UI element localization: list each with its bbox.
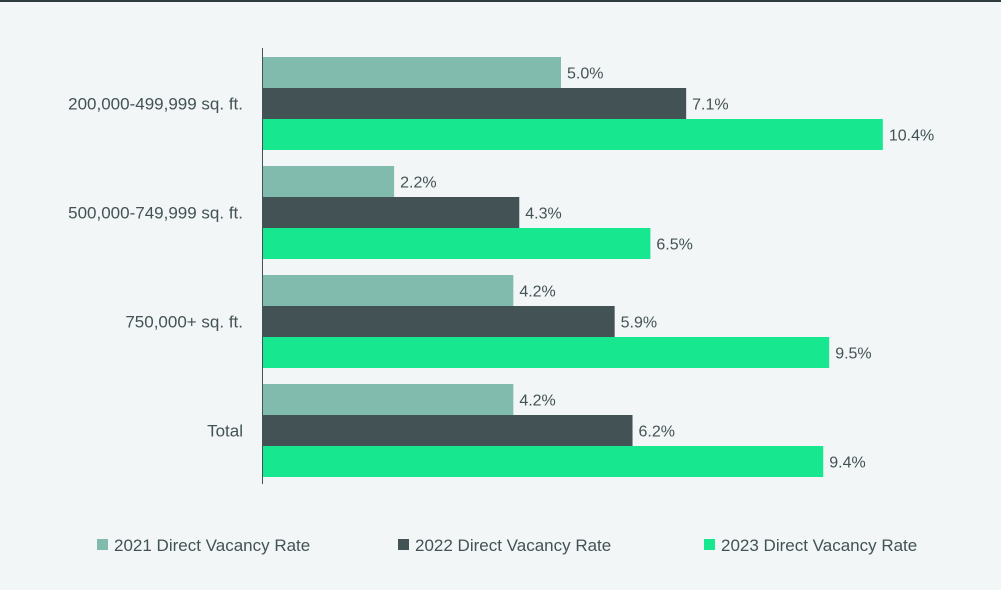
bar-group: 4.2% 5.9% 9.5% 750,000+ sq. ft.: [125, 275, 872, 368]
category-label: 500,000-749,999 sq. ft.: [68, 204, 243, 223]
legend-label: 2021 Direct Vacancy Rate: [114, 536, 310, 555]
legend-swatch: [398, 539, 409, 550]
bar: [263, 88, 687, 119]
category-label: 750,000+ sq. ft.: [125, 313, 243, 332]
legend-item: 2021 Direct Vacancy Rate: [97, 536, 310, 555]
bar-group: 4.2% 6.2% 9.4% Total: [207, 384, 866, 477]
category-label: 200,000-499,999 sq. ft.: [68, 95, 243, 114]
legend-swatch: [704, 539, 715, 550]
data-label: 9.5%: [835, 346, 871, 363]
bar: [263, 415, 633, 446]
data-label: 9.4%: [829, 455, 865, 472]
data-label: 4.2%: [519, 284, 555, 301]
legend-item: 2022 Direct Vacancy Rate: [398, 536, 611, 555]
data-label: 6.2%: [639, 424, 675, 441]
legend: 2021 Direct Vacancy Rate 2022 Direct Vaca…: [97, 536, 917, 555]
bar: [263, 446, 824, 477]
data-label: 5.0%: [567, 66, 603, 83]
data-label: 2.2%: [400, 175, 436, 192]
data-label: 6.5%: [656, 237, 692, 254]
legend-label: 2023 Direct Vacancy Rate: [721, 536, 917, 555]
bar: [263, 57, 561, 88]
category-label: Total: [207, 422, 243, 441]
data-label: 10.4%: [889, 128, 934, 145]
top-border: [0, 0, 1001, 2]
bar: [263, 197, 520, 228]
bar: [263, 119, 883, 150]
data-label: 7.1%: [692, 97, 728, 114]
legend-label: 2022 Direct Vacancy Rate: [415, 536, 611, 555]
bar-group: 2.2% 4.3% 6.5% 500,000-749,999 sq. ft.: [68, 166, 693, 259]
bar: [263, 337, 830, 368]
bar: [263, 166, 395, 197]
legend-item: 2023 Direct Vacancy Rate: [704, 536, 917, 555]
data-label: 5.9%: [621, 315, 657, 332]
bar: [263, 228, 651, 259]
bar: [263, 275, 514, 306]
data-label: 4.3%: [525, 206, 561, 223]
legend-swatch: [97, 539, 108, 550]
bar: [263, 384, 514, 415]
data-label: 4.2%: [519, 393, 555, 410]
bar: [263, 306, 615, 337]
bar-group: 5.0% 7.1% 10.4% 200,000-499,999 sq. ft.: [68, 57, 934, 150]
